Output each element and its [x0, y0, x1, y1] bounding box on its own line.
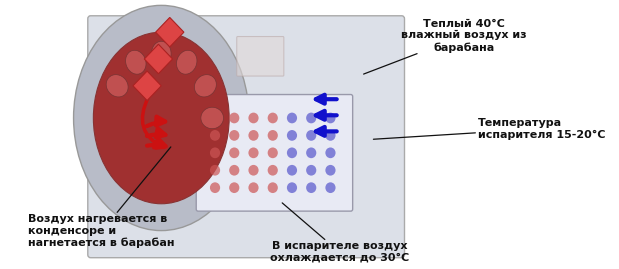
- Ellipse shape: [229, 182, 240, 193]
- FancyBboxPatch shape: [88, 16, 404, 258]
- Ellipse shape: [210, 130, 220, 141]
- Ellipse shape: [248, 165, 259, 176]
- Ellipse shape: [201, 107, 223, 129]
- Ellipse shape: [306, 182, 316, 193]
- Polygon shape: [155, 17, 184, 47]
- Ellipse shape: [287, 182, 297, 193]
- Ellipse shape: [326, 113, 335, 123]
- Ellipse shape: [306, 113, 316, 123]
- Ellipse shape: [248, 182, 259, 193]
- Ellipse shape: [326, 147, 335, 158]
- Ellipse shape: [229, 113, 240, 123]
- Ellipse shape: [248, 130, 259, 141]
- Text: Воздух нагревается в
конденсоре и
нагнетается в барабан: Воздух нагревается в конденсоре и нагнет…: [28, 147, 175, 248]
- Ellipse shape: [326, 165, 335, 176]
- Ellipse shape: [210, 147, 220, 158]
- Ellipse shape: [176, 50, 197, 74]
- Ellipse shape: [229, 165, 240, 176]
- Ellipse shape: [267, 130, 278, 141]
- Text: Теплый 40°С
влажный воздух из
барабана: Теплый 40°С влажный воздух из барабана: [363, 19, 527, 74]
- Ellipse shape: [229, 147, 240, 158]
- Text: Температура
испарителя 15-20°С: Температура испарителя 15-20°С: [373, 118, 605, 140]
- Ellipse shape: [248, 147, 259, 158]
- Ellipse shape: [210, 113, 220, 123]
- Ellipse shape: [229, 130, 240, 141]
- Ellipse shape: [106, 75, 128, 97]
- Ellipse shape: [210, 182, 220, 193]
- Ellipse shape: [287, 147, 297, 158]
- Polygon shape: [133, 71, 162, 101]
- Ellipse shape: [93, 32, 229, 204]
- Text: В испарителе воздух
охлаждается до 30°С: В испарителе воздух охлаждается до 30°С: [270, 203, 409, 263]
- Ellipse shape: [306, 130, 316, 141]
- Ellipse shape: [74, 5, 249, 231]
- Ellipse shape: [306, 147, 316, 158]
- Ellipse shape: [152, 41, 171, 66]
- Ellipse shape: [326, 130, 335, 141]
- Ellipse shape: [267, 147, 278, 158]
- Ellipse shape: [287, 130, 297, 141]
- Ellipse shape: [267, 165, 278, 176]
- Ellipse shape: [306, 165, 316, 176]
- Polygon shape: [144, 44, 173, 74]
- Ellipse shape: [287, 165, 297, 176]
- Ellipse shape: [326, 182, 335, 193]
- FancyBboxPatch shape: [236, 37, 284, 76]
- Ellipse shape: [267, 182, 278, 193]
- Ellipse shape: [248, 113, 259, 123]
- Ellipse shape: [126, 50, 146, 74]
- Ellipse shape: [194, 75, 216, 97]
- Ellipse shape: [287, 113, 297, 123]
- Ellipse shape: [267, 113, 278, 123]
- Ellipse shape: [210, 165, 220, 176]
- FancyBboxPatch shape: [196, 94, 353, 211]
